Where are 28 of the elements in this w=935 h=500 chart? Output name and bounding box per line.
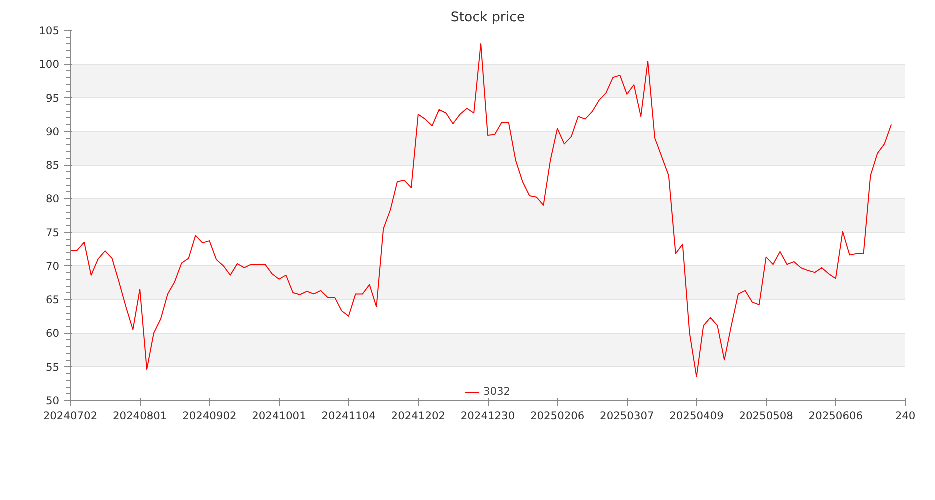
x-tick-label: 20250508: [739, 410, 794, 422]
x-tick-label: 20241001: [252, 410, 306, 422]
y-tick-label: 75: [46, 226, 60, 240]
x-tick-label: 20250409: [670, 410, 724, 422]
y-tick-label: 105: [39, 24, 60, 38]
y-tick-label: 65: [46, 294, 60, 307]
x-tick-label: 20240902: [182, 410, 237, 422]
x-tick-label: 20250307: [600, 410, 654, 422]
x-tick-label: 20241230: [460, 410, 516, 422]
y-tick-label: 55: [46, 360, 60, 374]
y-tick-label: 60: [46, 327, 60, 340]
line-series: [70, 43, 892, 378]
y-tick-label: 85: [46, 159, 60, 172]
x-tick-label: 20241202: [391, 410, 446, 422]
x-tick-label: 240: [895, 410, 916, 422]
chart-title: Stock price: [450, 10, 526, 26]
y-tick-label: 80: [46, 192, 60, 206]
y-tick-label: 50: [46, 394, 60, 408]
legend-label: 3032: [483, 385, 511, 398]
x-tick-label: 20241104: [322, 410, 376, 422]
x-tick-label: 20250206: [530, 410, 585, 422]
x-tick-label: 20250606: [808, 410, 864, 422]
x-tick-label: 20240801: [112, 410, 168, 422]
y-tick-label: 95: [46, 92, 60, 105]
y-tick-label: 100: [39, 58, 60, 72]
y-tick-label: 70: [46, 260, 60, 273]
x-tick-label: 20240702: [43, 410, 98, 422]
y-tick-label: 90: [46, 125, 60, 138]
